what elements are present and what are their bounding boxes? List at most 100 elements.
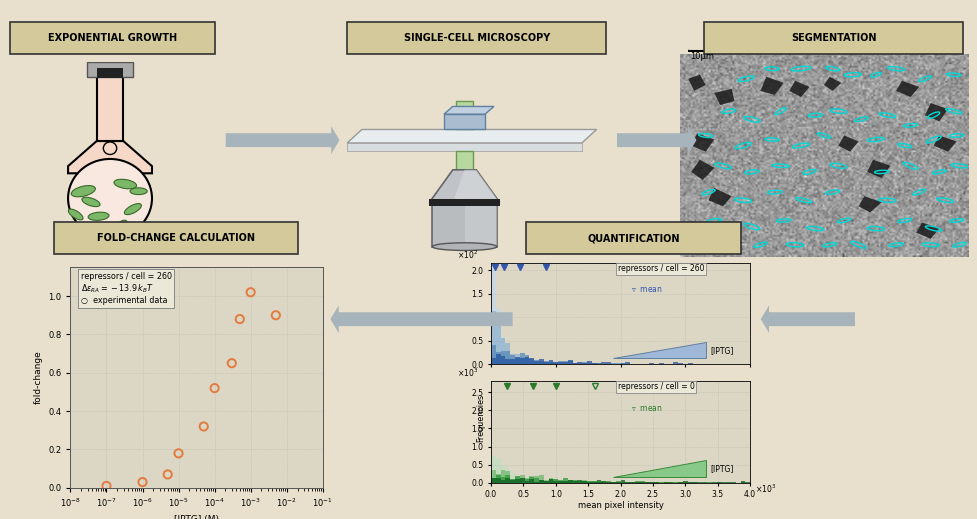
Bar xyxy=(533,362,538,364)
Bar xyxy=(510,354,515,364)
Circle shape xyxy=(68,159,151,238)
Bar xyxy=(654,482,658,483)
Bar xyxy=(543,481,548,483)
Bar xyxy=(568,482,572,483)
Bar xyxy=(515,357,519,364)
Point xyxy=(232,315,247,323)
Bar xyxy=(505,471,510,483)
Bar xyxy=(553,479,558,483)
Polygon shape xyxy=(613,342,705,358)
Polygon shape xyxy=(823,77,840,91)
Bar xyxy=(515,476,519,483)
Polygon shape xyxy=(613,460,705,476)
Text: repressors / cell = 260: repressors / cell = 260 xyxy=(617,264,703,273)
Bar xyxy=(510,473,515,483)
Text: QUANTIFICATION: QUANTIFICATION xyxy=(587,233,679,243)
Bar xyxy=(519,358,524,364)
Polygon shape xyxy=(444,114,485,130)
Polygon shape xyxy=(707,188,731,207)
Polygon shape xyxy=(97,67,123,78)
Polygon shape xyxy=(429,170,499,202)
Bar xyxy=(538,480,543,483)
Bar xyxy=(543,362,548,364)
Circle shape xyxy=(104,142,116,155)
Polygon shape xyxy=(691,160,713,180)
Bar xyxy=(500,465,505,483)
Bar xyxy=(505,357,510,364)
Bar xyxy=(639,481,644,483)
Polygon shape xyxy=(691,133,713,152)
Bar xyxy=(616,363,620,364)
Bar xyxy=(668,482,672,483)
Text: $\triangledown$  mean: $\triangledown$ mean xyxy=(630,285,662,294)
Bar xyxy=(672,482,677,483)
Ellipse shape xyxy=(68,209,83,220)
Text: EXPONENTIAL GROWTH: EXPONENTIAL GROWTH xyxy=(48,33,177,44)
Bar xyxy=(505,351,510,364)
Bar xyxy=(591,482,596,483)
Bar xyxy=(519,352,524,364)
Polygon shape xyxy=(924,103,947,121)
Bar xyxy=(576,362,581,364)
Point xyxy=(159,470,175,479)
Bar xyxy=(616,482,620,483)
Bar xyxy=(524,479,529,483)
Bar xyxy=(524,357,529,364)
Bar xyxy=(563,362,568,364)
Bar xyxy=(538,480,543,483)
Bar xyxy=(606,362,611,364)
Text: repressors / cell = 260
$\Delta\varepsilon_{RA} = -13.9\,k_BT$
○  experimental d: repressors / cell = 260 $\Delta\varepsil… xyxy=(80,272,171,305)
Bar xyxy=(629,482,634,483)
Bar xyxy=(601,481,606,483)
Bar xyxy=(538,359,543,364)
Bar xyxy=(687,363,692,364)
Bar xyxy=(500,351,505,364)
Bar xyxy=(538,480,543,483)
Point xyxy=(171,449,187,457)
Text: SEGMENTATION: SEGMENTATION xyxy=(790,33,875,44)
Bar xyxy=(524,481,529,483)
Text: [IPTG]: [IPTG] xyxy=(709,464,733,473)
Text: $\triangledown$  mean: $\triangledown$ mean xyxy=(630,404,662,413)
Text: $\times10^2$: $\times10^2$ xyxy=(457,249,478,261)
Bar xyxy=(500,337,505,364)
Bar xyxy=(611,482,616,483)
Polygon shape xyxy=(760,77,783,95)
Point xyxy=(135,478,150,486)
Bar xyxy=(634,482,639,483)
Bar xyxy=(529,479,533,483)
Polygon shape xyxy=(688,75,705,91)
Bar xyxy=(510,479,515,483)
Bar xyxy=(558,362,563,364)
Bar xyxy=(576,363,581,364)
Bar xyxy=(529,359,533,364)
Bar xyxy=(548,363,553,364)
Bar xyxy=(529,477,533,483)
Bar xyxy=(586,361,591,364)
Polygon shape xyxy=(713,89,734,105)
Polygon shape xyxy=(933,135,956,152)
Bar xyxy=(591,481,596,483)
Bar xyxy=(515,476,519,483)
Bar xyxy=(495,354,500,364)
Bar xyxy=(596,482,601,483)
Bar xyxy=(601,482,606,483)
Polygon shape xyxy=(915,223,938,239)
Bar xyxy=(495,352,500,364)
Polygon shape xyxy=(87,62,133,77)
Bar xyxy=(515,354,519,364)
Bar xyxy=(677,482,682,483)
Point xyxy=(99,482,114,490)
Bar xyxy=(563,479,568,483)
Bar xyxy=(619,482,624,483)
Bar xyxy=(568,481,572,483)
Ellipse shape xyxy=(71,186,96,197)
Bar xyxy=(533,480,538,483)
Bar xyxy=(596,482,601,483)
Polygon shape xyxy=(444,106,493,114)
Bar xyxy=(553,480,558,483)
Polygon shape xyxy=(788,81,809,97)
Bar xyxy=(490,470,495,483)
Bar xyxy=(524,357,529,364)
Bar xyxy=(533,479,538,483)
